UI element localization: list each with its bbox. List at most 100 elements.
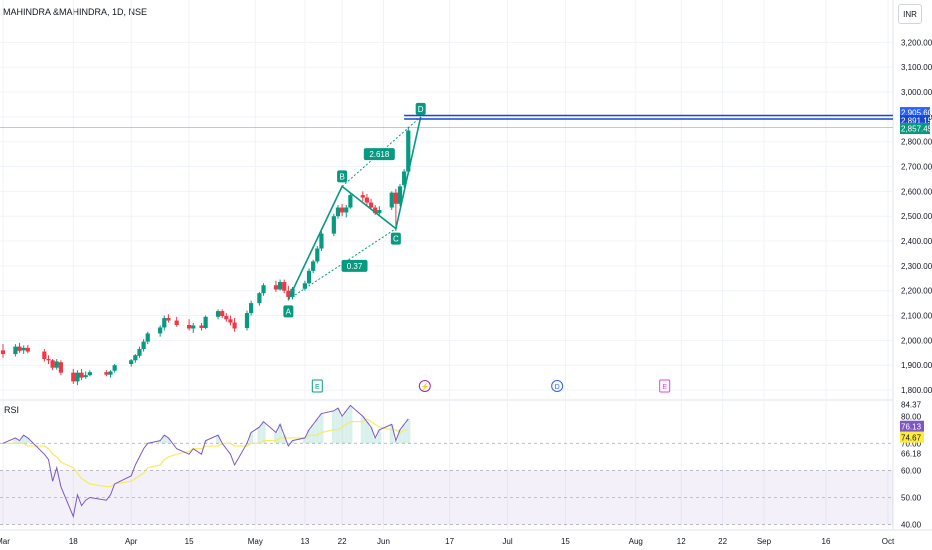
candle-body xyxy=(145,333,150,342)
candle xyxy=(402,169,407,188)
candle xyxy=(0,344,6,358)
candle xyxy=(244,310,250,331)
candle xyxy=(17,342,22,353)
candle-body xyxy=(364,197,370,203)
rsi-tick-label: 80.00 xyxy=(901,412,922,421)
candle-body xyxy=(158,327,163,334)
price-axis-tag-text: 2,857.45 xyxy=(901,125,932,134)
candle xyxy=(277,279,283,291)
price-tick-label: 3,000.00 xyxy=(901,88,932,97)
candle xyxy=(166,314,171,323)
candle xyxy=(75,370,80,386)
pattern-point-bg xyxy=(415,102,426,115)
candle-body xyxy=(220,311,225,317)
candle xyxy=(364,193,370,206)
candle-body xyxy=(368,202,374,208)
candle-body xyxy=(137,349,142,356)
candle-body xyxy=(17,346,22,351)
rsi-tick-label: 66.18 xyxy=(901,450,922,459)
price-tick-label: 2,000.00 xyxy=(901,336,932,345)
price-tick-label: 2,800.00 xyxy=(901,138,932,147)
candle-body xyxy=(87,372,92,376)
candle xyxy=(257,291,262,306)
time-tick-label: Jul xyxy=(502,537,512,546)
rsi-overbought-fill xyxy=(13,405,411,444)
candle xyxy=(311,259,316,274)
pattern-point-text: B xyxy=(339,172,344,181)
candle xyxy=(315,246,320,264)
pattern-point-text: D xyxy=(418,105,424,114)
price-tick-label: 2,400.00 xyxy=(901,237,932,246)
time-tick-label: 17 xyxy=(445,537,454,546)
candle-body xyxy=(21,347,26,351)
candle xyxy=(282,279,287,294)
rsi-indicator-label[interactable]: RSI xyxy=(4,405,20,415)
candle-body xyxy=(199,325,204,328)
rsi-value-tag-text: 76.13 xyxy=(901,423,922,432)
event-marker-dividend: D xyxy=(551,380,564,392)
candle xyxy=(46,355,51,364)
rsi-line xyxy=(2,404,409,519)
price-tick-label: 1,800.00 xyxy=(901,386,932,395)
candle xyxy=(397,183,403,207)
pattern-point-bg xyxy=(337,170,348,183)
rsi-tick-label: 70.00 xyxy=(901,439,922,448)
candle xyxy=(224,313,229,322)
candle xyxy=(58,360,63,376)
event-marker-split: ⚡ xyxy=(418,380,431,392)
candle-body xyxy=(319,233,324,249)
time-tick-label: Sep xyxy=(757,537,772,546)
candle xyxy=(232,318,237,332)
time-tick-label: 13 xyxy=(300,537,309,546)
pattern-ratio-label: 2.618 xyxy=(363,148,395,161)
candle-body xyxy=(133,355,138,361)
candle xyxy=(54,359,59,370)
candle xyxy=(108,370,113,378)
candle-body xyxy=(13,346,18,355)
pattern-point-label: C xyxy=(390,232,401,245)
candle xyxy=(129,359,134,367)
candle-body xyxy=(112,365,117,371)
candle xyxy=(220,309,225,319)
price-axis-tag-text: 2,905.60 xyxy=(901,109,932,118)
rsi-tick-label: 84.37 xyxy=(901,400,922,409)
event-marker-shape xyxy=(659,379,671,393)
price-grid xyxy=(0,0,893,530)
candle-body xyxy=(79,372,84,378)
candle xyxy=(79,368,84,381)
candle-body xyxy=(315,248,320,262)
pattern-point-bg xyxy=(390,232,401,245)
candle-body xyxy=(249,303,254,314)
pattern-ratio-text: 0.37 xyxy=(347,262,363,271)
candle xyxy=(133,354,138,363)
pattern-point-label: B xyxy=(337,170,348,183)
symbol-title[interactable]: MAHINDRA &MAHINDRA, 1D, NSE xyxy=(3,7,148,17)
candle-body xyxy=(340,207,345,213)
event-marker-text: E xyxy=(662,384,667,391)
candle-body xyxy=(406,130,411,172)
candle-body xyxy=(104,372,109,375)
candle-body xyxy=(286,290,291,297)
candle xyxy=(137,346,142,358)
time-tick-label: Apr xyxy=(125,537,138,546)
candle xyxy=(50,359,55,371)
pattern-point-bg xyxy=(283,305,294,318)
candle-body xyxy=(224,316,229,320)
price-tick-label: 1,900.00 xyxy=(901,361,932,370)
candle-body xyxy=(348,195,353,208)
candle xyxy=(158,325,163,337)
pattern-point-text: A xyxy=(286,307,292,316)
currency-button[interactable]: INR xyxy=(898,4,922,24)
candle xyxy=(112,363,117,373)
time-tick-label: 12 xyxy=(677,537,686,546)
candle-body xyxy=(377,210,382,214)
candle xyxy=(42,349,47,362)
price-tick-label: 2,300.00 xyxy=(901,262,932,271)
pattern-ratio-text: 2.618 xyxy=(369,150,390,159)
time-tick-label: Oct xyxy=(882,537,895,546)
price-axis-tag-bg xyxy=(900,107,930,119)
candle-body xyxy=(71,372,76,382)
candle-body xyxy=(50,360,55,368)
candle-body xyxy=(46,359,51,361)
